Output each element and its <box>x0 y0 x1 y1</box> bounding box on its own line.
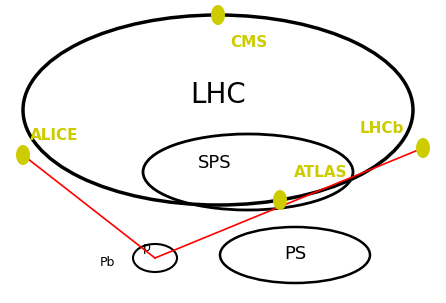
Text: LHCb: LHCb <box>360 121 405 136</box>
Text: SPS: SPS <box>198 154 232 172</box>
Ellipse shape <box>16 145 30 165</box>
Text: PS: PS <box>284 245 306 263</box>
Ellipse shape <box>416 138 430 158</box>
Text: Pb: Pb <box>99 257 115 269</box>
Text: CMS: CMS <box>230 35 267 50</box>
Ellipse shape <box>273 190 287 210</box>
Text: ALICE: ALICE <box>30 128 78 143</box>
Text: p: p <box>143 241 151 255</box>
Text: LHC: LHC <box>190 81 246 109</box>
Ellipse shape <box>211 5 225 25</box>
Text: ATLAS: ATLAS <box>294 165 347 180</box>
